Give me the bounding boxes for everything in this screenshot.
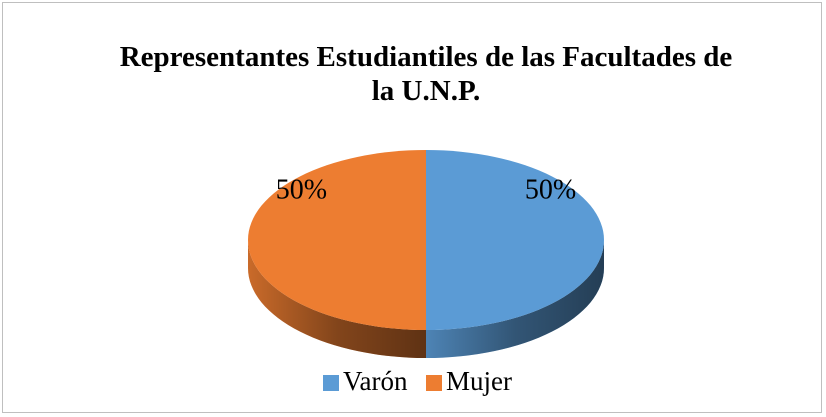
- legend-swatch: [426, 375, 442, 391]
- slice-side-shade: [426, 240, 604, 358]
- legend-swatch: [323, 375, 339, 391]
- legend-label: Mujer: [446, 366, 512, 396]
- slice-side-shade: [248, 240, 426, 358]
- data-label: 50%: [276, 174, 327, 205]
- chart-frame: [2, 2, 822, 413]
- legend-label: Varón: [343, 366, 408, 396]
- slice: [426, 150, 604, 330]
- data-label: 50%: [525, 174, 576, 205]
- chart-title: Representantes Estudiantiles de las Facu…: [119, 41, 733, 107]
- slice: [248, 150, 426, 330]
